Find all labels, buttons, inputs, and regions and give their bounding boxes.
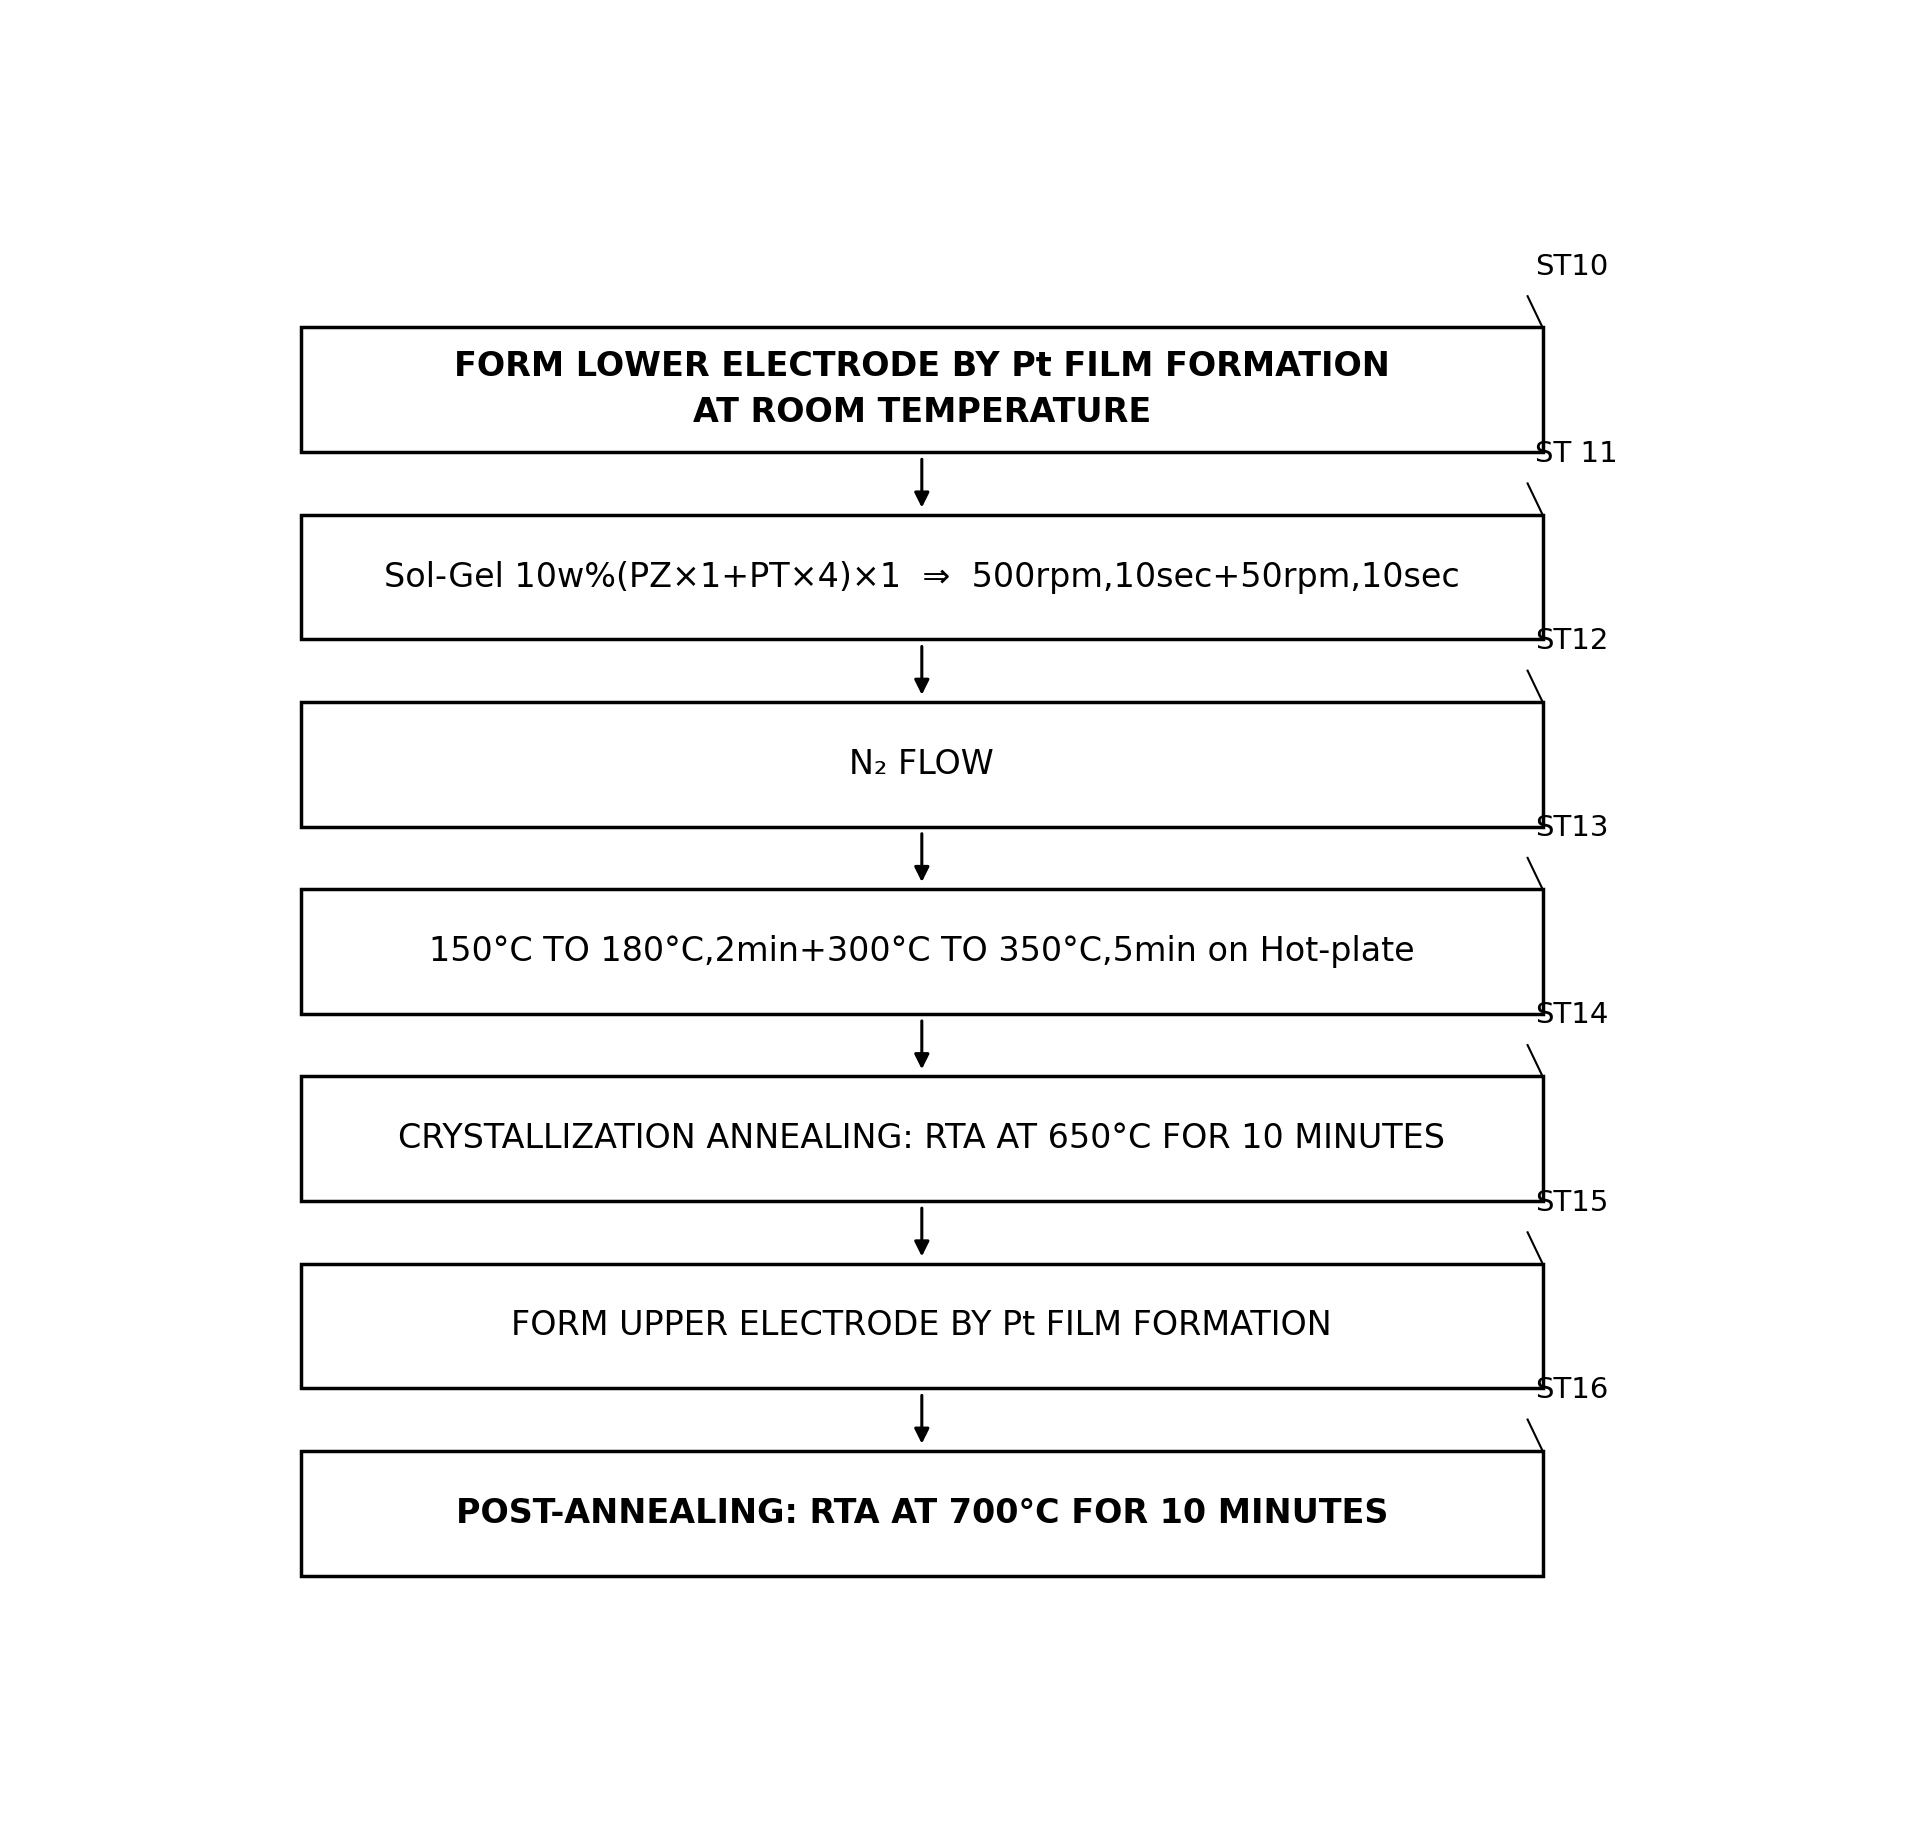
- Bar: [301, 1076, 1542, 1201]
- Bar: [301, 702, 1542, 827]
- Text: 150°C TO 180°C,2min+300°C TO 350°C,5min on Hot-plate: 150°C TO 180°C,2min+300°C TO 350°C,5min …: [428, 936, 1415, 969]
- Text: ST13: ST13: [1534, 814, 1608, 842]
- Text: ST14: ST14: [1534, 1002, 1608, 1030]
- Text: FORM LOWER ELECTRODE BY Pt FILM FORMATION
AT ROOM TEMPERATURE: FORM LOWER ELECTRODE BY Pt FILM FORMATIO…: [454, 350, 1390, 429]
- Text: ST15: ST15: [1534, 1188, 1608, 1218]
- Bar: [301, 514, 1542, 639]
- Text: CRYSTALLIZATION ANNEALING: RTA AT 650°C FOR 10 MINUTES: CRYSTALLIZATION ANNEALING: RTA AT 650°C …: [398, 1122, 1446, 1155]
- Bar: [301, 1451, 1542, 1575]
- Text: POST-ANNEALING: RTA AT 700°C FOR 10 MINUTES: POST-ANNEALING: RTA AT 700°C FOR 10 MINU…: [455, 1498, 1388, 1529]
- Text: ST10: ST10: [1534, 252, 1608, 280]
- Text: ST16: ST16: [1534, 1376, 1608, 1404]
- Bar: [301, 890, 1542, 1013]
- Text: N₂ FLOW: N₂ FLOW: [849, 748, 994, 781]
- Bar: [301, 1264, 1542, 1389]
- Text: ST12: ST12: [1534, 626, 1608, 656]
- Bar: [301, 328, 1542, 453]
- Text: Sol-Gel 10w%(PZ×1+PT×4)×1  ⇒  500rpm,10sec+50rpm,10sec: Sol-Gel 10w%(PZ×1+PT×4)×1 ⇒ 500rpm,10sec…: [384, 560, 1459, 593]
- Text: ST 11: ST 11: [1534, 440, 1617, 468]
- Text: FORM UPPER ELECTRODE BY Pt FILM FORMATION: FORM UPPER ELECTRODE BY Pt FILM FORMATIO…: [511, 1310, 1332, 1343]
